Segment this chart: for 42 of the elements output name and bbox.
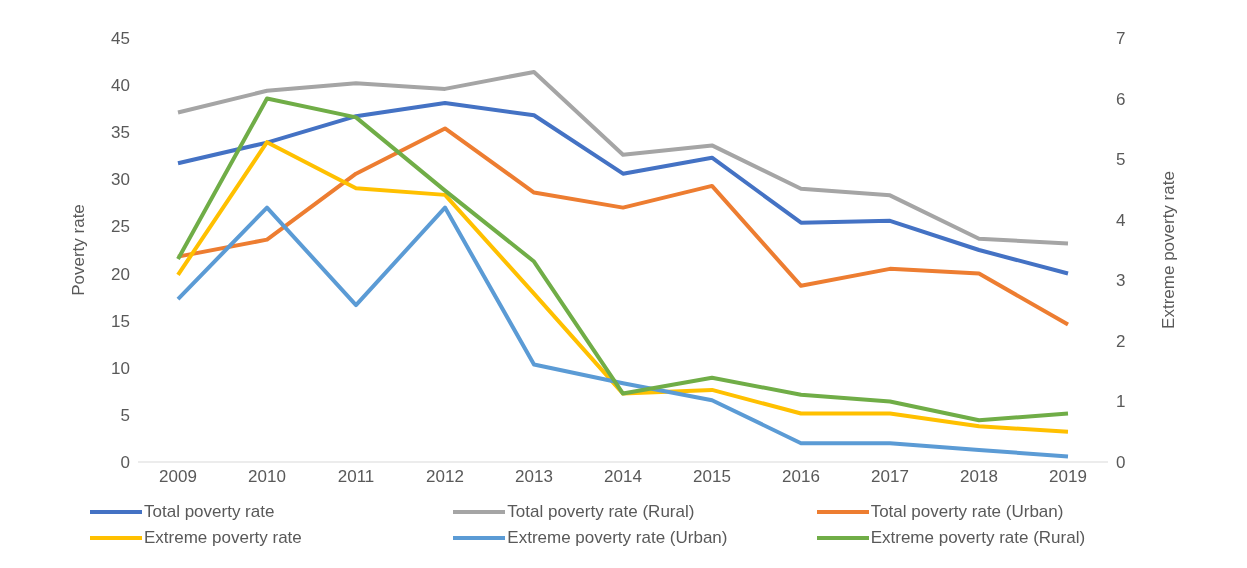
- y2-tick-label: 5: [1116, 150, 1126, 170]
- line-series: [176, 205, 1070, 459]
- y2-tick-label: 4: [1116, 210, 1126, 230]
- y2-tick-label: 0: [1116, 453, 1126, 473]
- y2-tick-label: 3: [1116, 271, 1126, 291]
- y-tick-label: 30: [111, 170, 130, 190]
- y-tick-label: 0: [120, 453, 130, 473]
- y-axis-title: Poverty rate: [69, 204, 89, 296]
- y2-tick-label: 2: [1116, 331, 1126, 351]
- y-tick-label: 40: [111, 76, 130, 96]
- legend-label: Total poverty rate (Rural): [507, 502, 695, 522]
- y-tick-label: 20: [111, 264, 130, 284]
- legend-label: Total poverty rate: [144, 502, 275, 522]
- x-tick-label: 2012: [426, 467, 464, 487]
- legend-label: Extreme poverty rate (Urban): [507, 528, 728, 548]
- x-tick-label: 2014: [604, 467, 642, 487]
- y-tick-label: 5: [120, 405, 130, 425]
- y-tick-label: 15: [111, 311, 130, 331]
- line-series: [176, 69, 1070, 246]
- y2-tick-label: 1: [1116, 392, 1126, 412]
- legend-label: Extreme poverty rate (Rural): [870, 528, 1086, 548]
- legend-label: Extreme poverty rate: [144, 528, 302, 548]
- y2-axis-title: Extreme poverty rate: [1159, 171, 1179, 329]
- y-tick-label: 25: [111, 217, 130, 237]
- x-tick-label: 2010: [248, 467, 286, 487]
- x-tick-label: 2015: [693, 467, 731, 487]
- y-tick-label: 10: [111, 358, 130, 378]
- x-tick-label: 2013: [515, 467, 553, 487]
- y2-tick-label: 6: [1116, 89, 1126, 109]
- legend-label: Total poverty rate (Urban): [870, 502, 1064, 522]
- y-tick-label: 35: [111, 123, 130, 143]
- x-tick-label: 2009: [159, 467, 197, 487]
- line-series: [176, 96, 1070, 423]
- line-series: [176, 101, 1070, 276]
- x-tick-label: 2016: [782, 467, 820, 487]
- x-tick-label: 2017: [871, 467, 909, 487]
- x-tick-label: 2018: [960, 467, 998, 487]
- x-tick-label: 2019: [1049, 467, 1087, 487]
- x-tick-label: 2011: [337, 467, 375, 487]
- line-series: [176, 140, 1070, 434]
- y-tick-label: 45: [111, 29, 130, 49]
- y2-tick-label: 7: [1116, 29, 1126, 49]
